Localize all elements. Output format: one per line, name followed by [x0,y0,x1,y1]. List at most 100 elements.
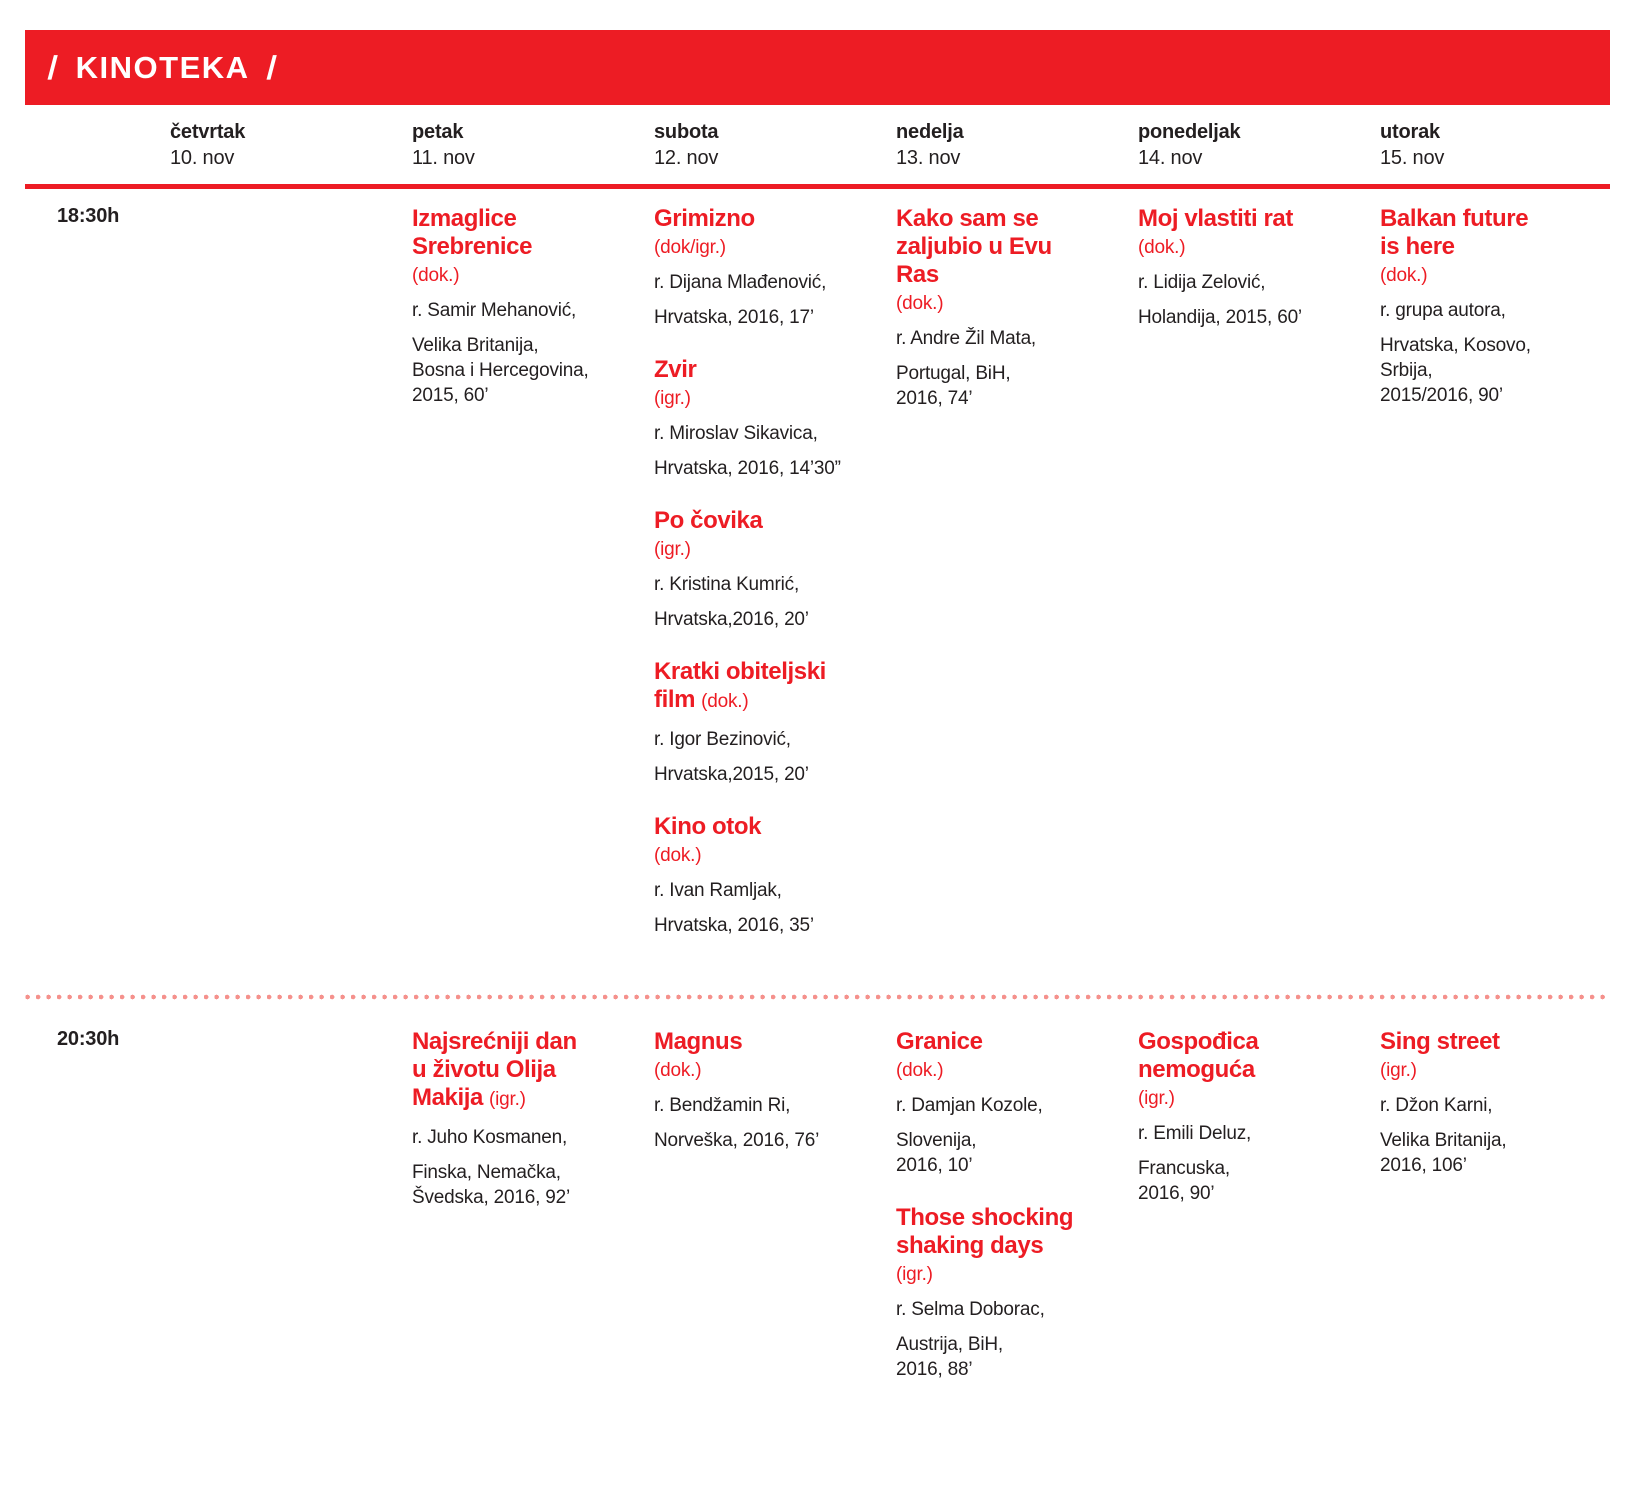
film-type: (igr.) [654,388,691,409]
day-header-ponedeljak: ponedeljak 14. nov [1126,119,1368,172]
film-info: Hrvatska, 2016, 14’30” [654,458,841,479]
film-title-text: Magnus [654,1028,743,1055]
film-info: Hrvatska, Kosovo, Srbija, 2015/2016, 90’ [1380,335,1531,406]
film-entry: Izmaglice Srebrenice (dok.) r. Samir Meh… [412,205,626,408]
brand-title-group: / KINOTEKA / [46,48,279,87]
day-header-petak: petak 11. nov [400,119,642,172]
brand-bar: / KINOTEKA / [25,30,1610,105]
film-type: (igr.) [654,539,691,560]
schedule-cell-ponedeljak-18:30h: Moj vlastiti rat (dok.) r. Lidija Zelovi… [1126,205,1368,356]
film-type-inline: (igr.) [488,1089,526,1110]
film-director: r. Igor Bezinović, [654,729,791,750]
time-slot-row: 18:30h Izmaglice Srebrenice (dok.) r. Sa… [25,189,1610,994]
film-director: r. Miroslav Sikavica, [654,423,818,444]
film-entry: Granice (dok.) r. Damjan Kozole, Sloveni… [896,1028,1110,1178]
day-date: 10. nov [170,147,235,169]
film-type: (igr.) [1380,1060,1417,1081]
film-info: Velika Britanija, 2016, 106’ [1380,1130,1507,1176]
day-date: 12. nov [654,147,719,169]
film-title-text: Zvir [654,356,697,383]
decor-slash-left-icon: / [46,48,61,86]
film-entry: Grimizno (dok/igr.) r. Dijana Mlađenović… [654,205,868,330]
film-director: r. Juho Kosmanen, [412,1127,568,1148]
day-header-nedelja: nedelja 13. nov [884,119,1126,172]
film-title-text: Kratki obiteljski film [654,658,826,713]
day-header-subota: subota 12. nov [642,119,884,172]
film-director: r. Samir Mehanović, [412,300,577,321]
film-title: Magnus [654,1028,868,1056]
film-info: Finska, Nemačka, Švedska, 2016, 92’ [412,1162,571,1208]
film-type: (dok.) [896,293,944,314]
film-title-text: Gospođica nemoguća [1138,1028,1259,1083]
film-title: Gospođica nemoguća [1138,1028,1352,1084]
film-entry: Gospođica nemoguća (igr.) r. Emili Deluz… [1138,1028,1352,1206]
day-date: 15. nov [1380,147,1445,169]
schedule-cell-ponedeljak-20:30h: Gospođica nemoguća (igr.) r. Emili Deluz… [1126,1028,1368,1232]
schedule-body: 18:30h Izmaglice Srebrenice (dok.) r. Sa… [25,189,1610,1490]
film-entry: Sing street (igr.) r. Džon Karni, Velika… [1380,1028,1594,1178]
film-title: Moj vlastiti rat [1138,205,1352,233]
film-type: (igr.) [896,1264,933,1285]
film-director: r. Selma Doborac, [896,1299,1045,1320]
schedule-cell-utorak-18:30h: Balkan future is here (dok.) r. grupa au… [1368,205,1610,434]
film-info: Hrvatska,2015, 20’ [654,764,809,785]
film-director: r. Emili Deluz, [1138,1123,1252,1144]
schedule-cell-nedelja-18:30h: Kako sam se zaljubio u Evu Ras (dok.) r.… [884,205,1126,437]
film-title-text: Sing street [1380,1028,1500,1055]
film-entry: Zvir (igr.) r. Miroslav Sikavica, Hrvats… [654,356,868,481]
film-entry: Kako sam se zaljubio u Evu Ras (dok.) r.… [896,205,1110,411]
film-type: (dok.) [1138,237,1186,258]
film-entry: Moj vlastiti rat (dok.) r. Lidija Zelovi… [1138,205,1352,330]
film-type: (dok.) [412,265,460,286]
film-title: Kako sam se zaljubio u Evu Ras [896,205,1110,289]
film-director: r. Damjan Kozole, [896,1095,1043,1116]
film-entry: Kino otok (dok.) r. Ivan Ramljak, Hrvats… [654,813,868,938]
film-title-text: Najsrećniji dan u životu Olija Makija [412,1028,577,1111]
film-director: r. grupa autora, [1380,300,1506,321]
film-director: r. Džon Karni, [1380,1095,1493,1116]
day-header-utorak: utorak 15. nov [1368,119,1610,172]
day-date: 11. nov [412,147,475,169]
time-column-spacer [25,119,158,172]
film-info: Portugal, BiH, 2016, 74’ [896,363,1011,409]
film-title: Zvir [654,356,868,384]
day-name: subota [654,121,719,143]
film-info: Austrija, BiH, 2016, 88’ [896,1334,1004,1380]
film-director: r. Bendžamin Ri, [654,1095,791,1116]
film-info: Holandija, 2015, 60’ [1138,307,1302,328]
day-date: 13. nov [896,147,961,169]
page-title: KINOTEKA [75,49,250,85]
film-info: Hrvatska,2016, 20’ [654,609,809,630]
film-info: Francuska, 2016, 90’ [1138,1158,1230,1204]
day-name: nedelja [896,121,964,143]
film-title-text: Po čovika [654,507,763,534]
film-title: Kratki obiteljski film (dok.) [654,658,868,716]
decor-slash-right-icon: / [265,48,279,86]
film-title-text: Moj vlastiti rat [1138,205,1293,232]
schedule-cell-petak-20:30h: Najsrećniji dan u životu Olija Makija (ig… [400,1028,642,1236]
film-title-text: Kako sam se zaljubio u Evu Ras [896,205,1052,288]
schedule-cell-nedelja-20:30h: Granice (dok.) r. Damjan Kozole, Sloveni… [884,1028,1126,1408]
film-director: r. Andre Žil Mata, [896,328,1037,349]
film-title-text: Those shocking shaking days [896,1204,1074,1259]
film-type-inline: (dok.) [701,691,749,712]
day-header-row: četvrtak 10. nov petak 11. nov subota 12… [25,105,1610,172]
film-type: (igr.) [1138,1088,1175,1109]
film-info: Norveška, 2016, 76’ [654,1130,820,1151]
day-name: petak [412,121,464,143]
film-director: r. Ivan Ramljak, [654,880,782,901]
film-title: Kino otok [654,813,868,841]
film-director: r. Kristina Kumrić, [654,574,800,595]
day-name: utorak [1380,121,1440,143]
header-divider-rule [25,184,1610,189]
program-container: / KINOTEKA / četvrtak 10. nov petak 11. … [25,30,1610,1490]
film-title: Izmaglice Srebrenice [412,205,626,261]
film-entry: Najsrećniji dan u životu Olija Makija (ig… [412,1028,626,1210]
film-entry: Balkan future is here (dok.) r. grupa au… [1380,205,1594,408]
day-header-cetvrtak: četvrtak 10. nov [158,119,400,172]
film-type: (dok.) [654,845,702,866]
film-type: (dok.) [654,1060,702,1081]
dotted-separator [25,994,1610,1000]
time-slot-row: 20:30h Najsrećniji dan u životu Olija Ma… [25,1000,1610,1490]
time-label: 18:30h [57,205,120,227]
